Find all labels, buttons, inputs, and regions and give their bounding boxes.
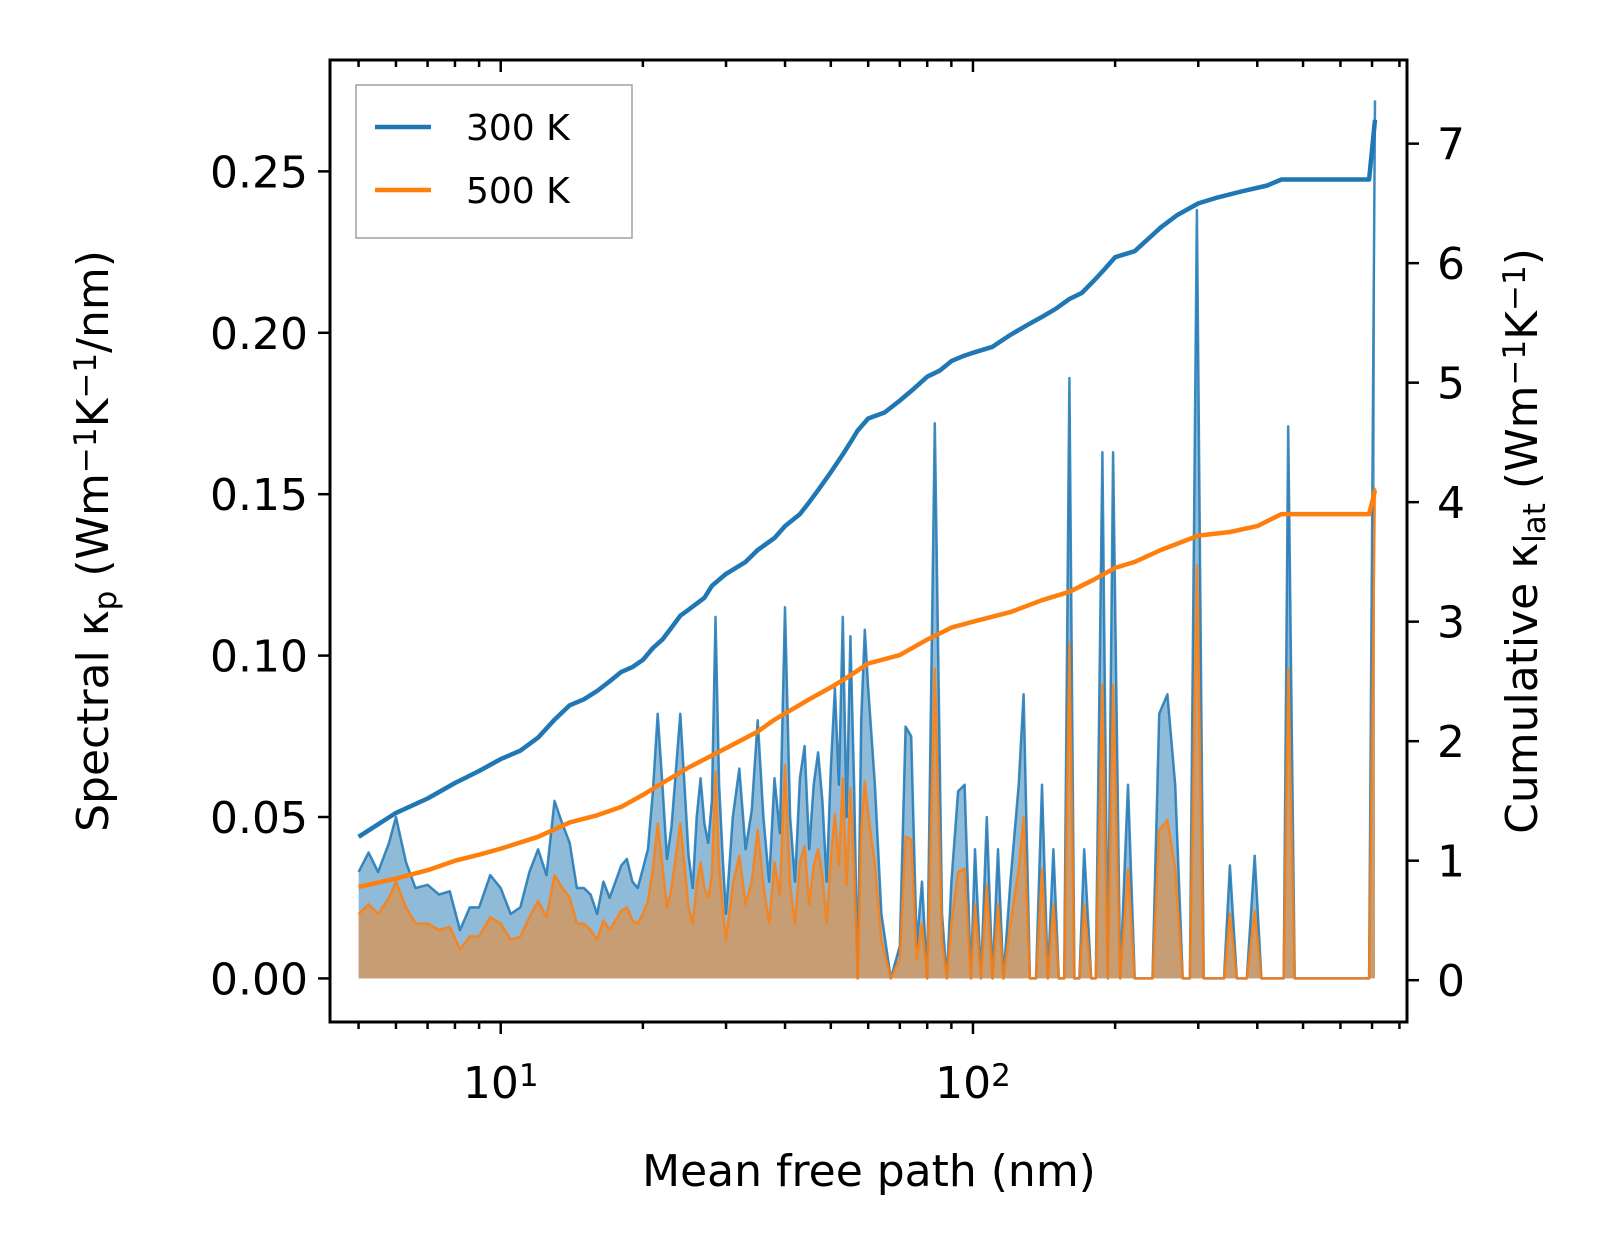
legend: 300 K 500 K [355,84,633,239]
y-axis-right-title: Cumulative κlat (Wm−1K−1) [1497,248,1553,834]
spectral-500k-area [358,487,1376,979]
y-left-tick-label: 0.20 [210,309,308,360]
y-left-tick-label: 0.10 [210,632,308,683]
y-left-tick-label: 0.15 [210,470,308,521]
legend-label-500k: 500 K [466,171,571,212]
y-right-tick-label: 4 [1437,478,1465,529]
y-right-tick-label: 5 [1437,359,1465,410]
x-tick-label: 102 [935,1058,1011,1109]
y-left-tick-label: 0.05 [210,793,308,844]
cumulative-500k-line [358,489,1378,890]
legend-label-300k: 300 K [466,108,571,149]
legend-box [355,84,633,239]
x-tick-label: 101 [463,1058,539,1109]
y-left-tick-label: 0.25 [210,147,308,198]
plot-frame [328,58,1409,1024]
y-axis-left-title: Spectral κp (Wm−1K−1/nm) [68,250,124,832]
x-axis-title: Mean free path (nm) [642,1146,1096,1197]
y-right-tick-label: 2 [1437,717,1465,768]
y-right-tick-label: 7 [1437,120,1465,171]
y-right-tick-label: 3 [1437,598,1465,649]
y-left-tick-label: 0.00 [210,954,308,1005]
y-right-tick-label: 1 [1437,837,1465,888]
cumulative-300k-line [357,119,1378,839]
axis-ticks: 0.00 0.05 0.10 0.15 0.20 0.25 0 1 2 3 4 5 6 7 101 102 [210,60,1465,1109]
plot-area [357,100,1378,980]
spectral-500k-line [357,487,1377,980]
y-right-tick-label: 6 [1437,239,1465,290]
y-right-tick-label: 0 [1437,956,1465,1007]
